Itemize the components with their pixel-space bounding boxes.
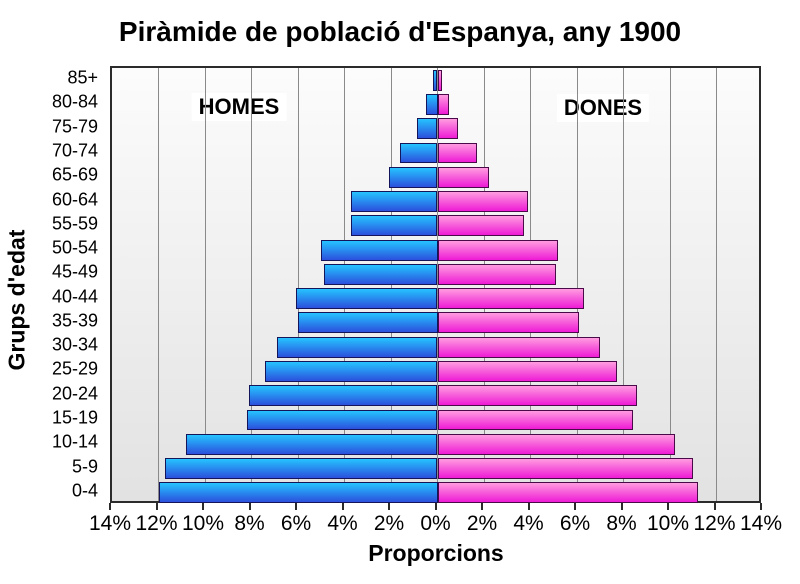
x-axis-tick (155, 503, 158, 510)
x-tick-label-14%: 14% (739, 512, 783, 535)
x-axis-tick (295, 503, 297, 510)
x-axis-tick (667, 503, 669, 510)
x-tick-label-6%: 6% (280, 512, 312, 535)
x-axis-title: Proporcions (368, 540, 504, 566)
age-label-55-59: 55-59 (51, 213, 98, 234)
x-tick-label-10%: 10% (646, 512, 690, 535)
x-axis-tick (760, 503, 762, 510)
x-axis-tick (388, 503, 390, 510)
x-axis-tick (481, 503, 483, 510)
age-label-80-84: 80-84 (51, 91, 98, 112)
bar-dones-45-49 (437, 263, 557, 285)
bar-homes-25-29 (265, 361, 438, 382)
x-tick-label-4%: 4% (513, 512, 544, 535)
bar-homes-55-59 (351, 215, 438, 237)
group-label-homes: HOMES (191, 93, 287, 121)
gridline (716, 68, 717, 501)
group-label-dones: DONES (556, 94, 650, 122)
bar-dones-70-74 (437, 142, 478, 164)
bar-dones-25-29 (437, 361, 617, 382)
plot-area: HOMES DONES (110, 66, 761, 504)
age-label-50-54: 50-54 (51, 237, 98, 258)
x-tick-label-4%: 4% (327, 512, 358, 535)
age-label-75-79: 75-79 (51, 116, 98, 137)
bar-dones-65-69 (437, 166, 489, 188)
age-label-15-19: 15-19 (51, 407, 98, 428)
x-axis-tick (713, 503, 716, 510)
x-axis-tick (109, 503, 111, 510)
age-label-65-69: 65-69 (51, 164, 98, 185)
bar-dones-15-19 (437, 409, 633, 431)
x-tick-label-6%: 6% (559, 512, 591, 535)
x-axis-tick (527, 503, 530, 510)
x-axis-tick (574, 503, 576, 510)
y-axis-title: Grups d'edat (3, 229, 30, 371)
bar-homes-35-39 (298, 312, 438, 334)
bar-dones-60-64 (437, 191, 529, 212)
bar-homes-30-34 (277, 336, 438, 358)
age-label-20-24: 20-24 (51, 383, 98, 404)
age-label-5-9: 5-9 (71, 456, 98, 477)
bar-dones-40-44 (437, 288, 584, 310)
gridline (623, 68, 624, 501)
bar-homes-15-19 (246, 409, 438, 431)
bar-homes-65-69 (388, 166, 438, 188)
age-label-0-4: 0-4 (71, 480, 98, 501)
age-label-85+: 85+ (67, 67, 98, 88)
bar-homes-5-9 (165, 458, 438, 480)
age-label-10-14: 10-14 (51, 431, 98, 452)
gridline (204, 68, 206, 501)
x-axis-tick (341, 503, 344, 510)
bar-homes-60-64 (351, 191, 438, 212)
bar-homes-85+ (432, 69, 438, 91)
bar-dones-50-54 (437, 239, 559, 261)
bar-dones-0-4 (437, 482, 698, 504)
x-tick-label-12%: 12% (135, 512, 178, 535)
age-label-25-29: 25-29 (51, 358, 98, 379)
gridline (158, 68, 159, 501)
bar-dones-20-24 (437, 385, 638, 407)
x-tick-label-2%: 2% (373, 512, 405, 535)
x-tick-label-10%: 10% (181, 512, 225, 535)
age-label-45-49: 45-49 (51, 261, 98, 282)
x-axis-tick (248, 503, 251, 510)
x-tick-label-0%: 0% (420, 512, 451, 535)
bar-dones-55-59 (437, 215, 524, 237)
x-axis-tick (434, 503, 437, 510)
age-label-30-34: 30-34 (51, 334, 98, 355)
bar-homes-75-79 (416, 118, 438, 140)
gridline (669, 68, 671, 501)
age-label-40-44: 40-44 (51, 286, 98, 307)
x-tick-label-8%: 8% (234, 512, 265, 535)
age-label-60-64: 60-64 (51, 189, 98, 210)
bar-dones-85+ (437, 69, 443, 91)
x-axis-tick (620, 503, 623, 510)
chart-title: Piràmide de població d'Espanya, any 1900 (118, 16, 682, 47)
bar-homes-20-24 (249, 385, 438, 407)
gridline (297, 68, 299, 501)
bar-homes-0-4 (158, 482, 438, 504)
bar-homes-70-74 (400, 142, 438, 164)
bar-homes-80-84 (425, 93, 438, 115)
bar-homes-10-14 (186, 433, 438, 455)
x-tick-label-2%: 2% (466, 512, 498, 535)
x-tick-label-14%: 14% (88, 512, 132, 535)
x-axis-tick (202, 503, 204, 510)
bar-dones-80-84 (437, 93, 450, 115)
gridline (576, 68, 578, 501)
bar-homes-40-44 (295, 288, 438, 310)
bar-dones-10-14 (437, 433, 675, 455)
age-label-70-74: 70-74 (51, 140, 98, 161)
x-tick-label-8%: 8% (606, 512, 637, 535)
bar-dones-30-34 (437, 336, 601, 358)
age-label-35-39: 35-39 (51, 310, 98, 331)
bar-dones-35-39 (437, 312, 580, 334)
x-tick-label-12%: 12% (693, 512, 736, 535)
bar-homes-50-54 (321, 239, 438, 261)
bar-dones-5-9 (437, 458, 694, 480)
gridline (251, 68, 252, 501)
bar-homes-45-49 (323, 263, 438, 285)
bar-dones-75-79 (437, 118, 459, 140)
